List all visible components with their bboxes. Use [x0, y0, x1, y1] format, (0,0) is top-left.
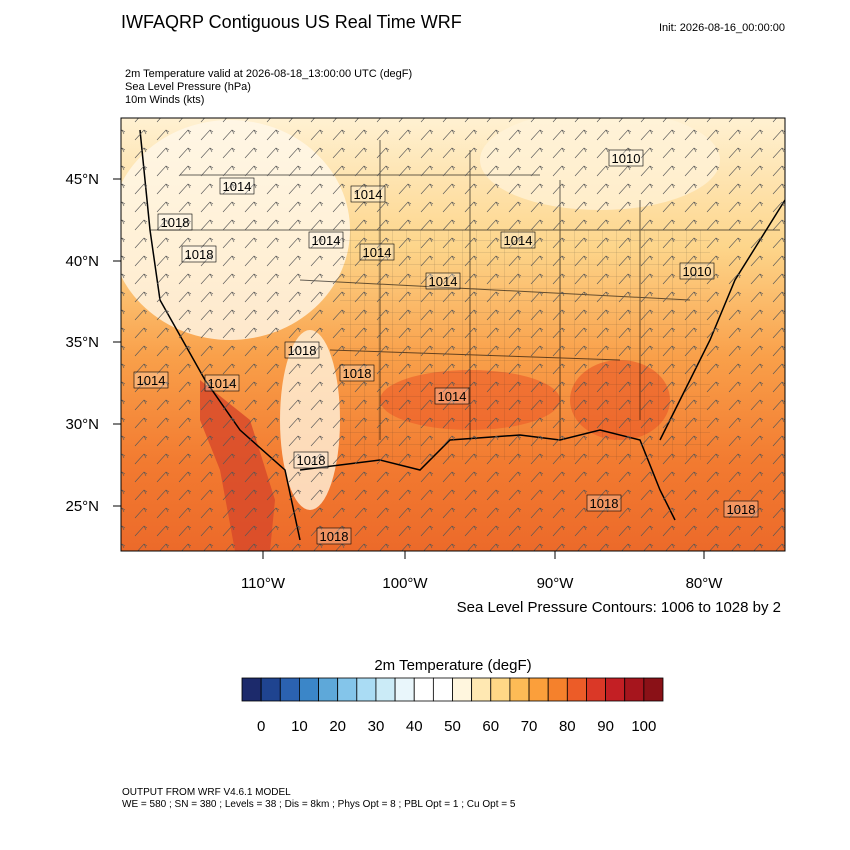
colorbar-box — [260, 677, 281, 702]
contour-note: Sea Level Pressure Contours: 1006 to 102… — [457, 599, 781, 616]
field-line: 2m Temperature valid at 2026-08-18_13:00… — [125, 68, 412, 80]
contour-label: 1018 — [343, 366, 372, 381]
lat-label: 25°N — [65, 498, 99, 515]
colorbar-box — [356, 677, 377, 702]
colorbar-label: 90 — [597, 718, 614, 735]
contour-label: 1018 — [320, 529, 349, 544]
contour-label-box — [586, 494, 622, 512]
contour-label-box — [425, 272, 461, 290]
title: IWFAQRP Contiguous US Real Time WRF — [121, 12, 462, 32]
colorbar-box — [337, 677, 358, 702]
map: 1010 1014 1014 1018 1018 1014 1014 1014 1014 1010… — [121, 118, 785, 551]
colorbar: 0 10 20 30 40 50 60 70 80 90 100 — [241, 677, 664, 735]
colorbar-box — [413, 677, 434, 702]
contour-label: 1014 — [363, 245, 392, 260]
lon-label: 80°W — [686, 575, 724, 592]
colorbar-label: 100 — [631, 718, 656, 735]
contour-label-box — [608, 149, 644, 167]
lat-label: 35°N — [65, 334, 99, 351]
contour-label: 1018 — [727, 502, 756, 517]
colorbar-label: 80 — [559, 718, 576, 735]
contour-label-box — [434, 387, 470, 405]
lon-label: 110°W — [241, 575, 286, 592]
init-time: Init: 2026-08-16_00:00:00 — [659, 22, 785, 34]
lat-label: 30°N — [65, 416, 99, 433]
contour-label: 1018 — [288, 343, 317, 358]
contour-label-box — [204, 374, 240, 392]
footer-line: WE = 580 ; SN = 380 ; Levels = 38 ; Dis … — [122, 799, 516, 810]
colorbar-label: 10 — [291, 718, 308, 735]
lon-label: 100°W — [382, 575, 428, 592]
contour-label: 1014 — [438, 389, 467, 404]
contour-label: 1014 — [504, 233, 533, 248]
contour-label-box — [157, 213, 193, 231]
contour-label: 1014 — [312, 233, 341, 248]
colorbar-box — [509, 677, 530, 702]
contour-label-box — [308, 231, 344, 249]
contour-label: 1018 — [161, 215, 190, 230]
contour-label-box — [350, 185, 386, 203]
contour-label: 1018 — [185, 247, 214, 262]
colorbar-box — [624, 677, 645, 702]
colorbar-label: 50 — [444, 718, 461, 735]
lat-label: 40°N — [65, 253, 99, 270]
colorbar-label: 30 — [368, 718, 385, 735]
colorbar-box — [547, 677, 568, 702]
colorbar-label: 60 — [482, 718, 499, 735]
contour-label: 1014 — [208, 376, 237, 391]
colorbar-box — [471, 677, 492, 702]
field-descriptions: 2m Temperature valid at 2026-08-18_13:00… — [125, 68, 412, 106]
colorbar-label: 70 — [521, 718, 538, 735]
colorbar-box — [605, 677, 626, 702]
colorbar-box — [375, 677, 396, 702]
contour-label-box — [284, 341, 320, 359]
colorbar-box — [586, 677, 606, 702]
footer-line: OUTPUT FROM WRF V4.6.1 MODEL — [122, 787, 291, 798]
contour-label-box — [181, 245, 217, 263]
colorbar-title: 2m Temperature (degF) — [374, 657, 531, 674]
colorbar-box — [394, 677, 415, 702]
contour-label-box — [219, 177, 255, 195]
contour-label: 1014 — [137, 373, 166, 388]
colorbar-label: 40 — [406, 718, 423, 735]
lat-label: 45°N — [65, 171, 99, 188]
contour-label-box — [359, 243, 395, 261]
contour-label-box — [339, 364, 375, 382]
lon-label: 90°W — [537, 575, 575, 592]
field-line: 10m Winds (kts) — [125, 94, 204, 106]
colorbar-label: 0 — [257, 718, 265, 735]
colorbar-box — [490, 677, 511, 702]
colorbar-box — [566, 677, 587, 702]
contour-label: 1010 — [683, 264, 712, 279]
contour-label-box — [316, 527, 352, 545]
axes: 45°N 40°N 35°N 30°N 25°N 110°W 100°W 90°W 80°W — [65, 171, 723, 592]
colorbar-box — [279, 677, 300, 702]
colorbar-box — [318, 677, 339, 702]
contour-label-box — [133, 371, 169, 389]
contour-label-box — [723, 500, 759, 518]
contour-label-box — [293, 451, 329, 469]
contour-label-box — [500, 231, 536, 249]
map-frame — [120, 117, 786, 552]
contour-label: 1010 — [612, 151, 641, 166]
colorbar-box — [241, 677, 262, 702]
colorbar-box — [432, 677, 453, 702]
colorbar-box — [643, 677, 664, 702]
colorbar-box — [452, 677, 473, 702]
contour-label: 1014 — [223, 179, 252, 194]
contour-label: 1018 — [590, 496, 619, 511]
colorbar-box — [528, 677, 549, 702]
contour-label: 1014 — [429, 274, 458, 289]
contour-label-box — [679, 262, 715, 280]
field-line: Sea Level Pressure (hPa) — [125, 81, 251, 93]
contour-label: 1018 — [297, 453, 326, 468]
contour-label: 1014 — [354, 187, 383, 202]
colorbar-box — [299, 677, 319, 702]
colorbar-label: 20 — [329, 718, 346, 735]
